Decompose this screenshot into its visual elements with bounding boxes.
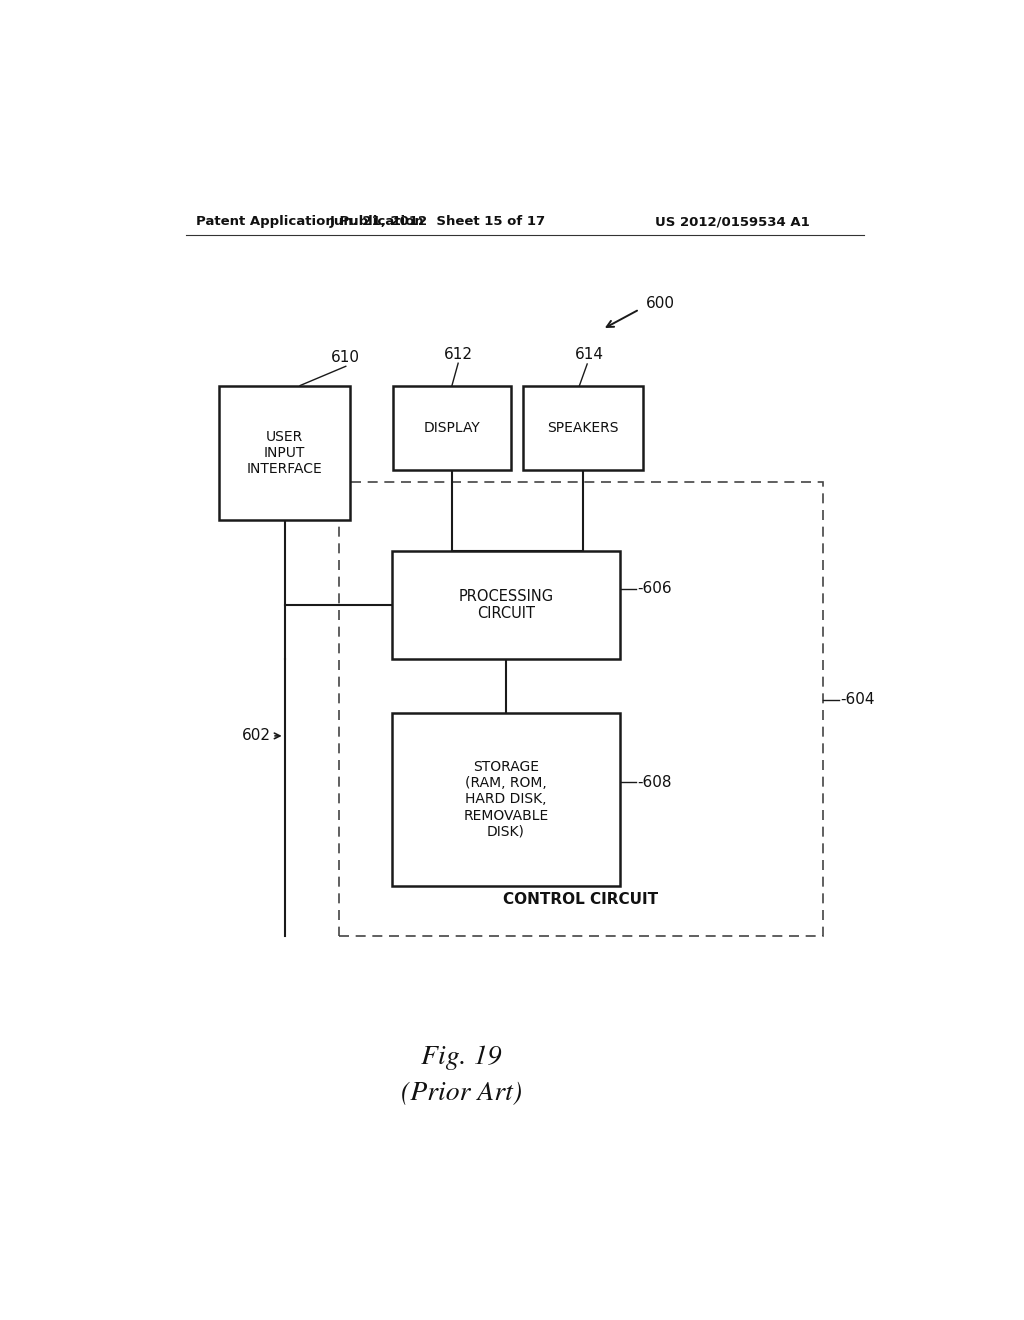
Text: US 2012/0159534 A1: US 2012/0159534 A1 <box>655 215 810 228</box>
Text: DISPLAY: DISPLAY <box>424 421 480 434</box>
Text: Jun. 21, 2012  Sheet 15 of 17: Jun. 21, 2012 Sheet 15 of 17 <box>330 215 546 228</box>
Text: SPEAKERS: SPEAKERS <box>548 421 620 434</box>
Bar <box>523 385 643 470</box>
Text: 602: 602 <box>242 729 270 743</box>
Bar <box>219 385 349 520</box>
Text: STORAGE
(RAM, ROM,
HARD DISK,
REMOVABLE
DISK): STORAGE (RAM, ROM, HARD DISK, REMOVABLE … <box>463 760 549 838</box>
Bar <box>391 552 621 659</box>
Text: (Prior Art): (Prior Art) <box>400 1081 522 1106</box>
Text: 600: 600 <box>646 296 675 310</box>
Text: -604: -604 <box>841 693 874 708</box>
Bar <box>339 482 823 936</box>
Text: PROCESSING
CIRCUIT: PROCESSING CIRCUIT <box>459 589 553 622</box>
Text: USER
INPUT
INTERFACE: USER INPUT INTERFACE <box>247 430 323 477</box>
Text: 614: 614 <box>575 347 604 362</box>
Text: -608: -608 <box>637 775 672 789</box>
Bar <box>391 713 621 886</box>
Text: Patent Application Publication: Patent Application Publication <box>197 215 424 228</box>
Bar <box>393 385 511 470</box>
Text: 610: 610 <box>332 350 360 364</box>
Text: 612: 612 <box>443 347 473 362</box>
Text: Fig. 19: Fig. 19 <box>421 1045 502 1071</box>
Text: CONTROL CIRCUIT: CONTROL CIRCUIT <box>504 891 658 907</box>
Text: -606: -606 <box>637 581 672 597</box>
